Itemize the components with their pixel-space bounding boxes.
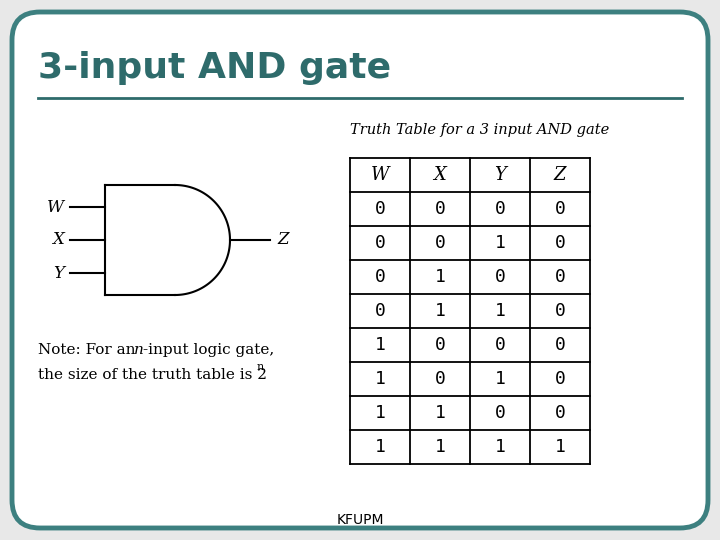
Text: -input logic gate,: -input logic gate,	[143, 343, 274, 357]
FancyBboxPatch shape	[12, 12, 708, 528]
Text: 0: 0	[495, 336, 505, 354]
Text: X: X	[433, 166, 446, 184]
Text: 1: 1	[495, 302, 505, 320]
Text: W: W	[371, 166, 390, 184]
Text: 1: 1	[435, 404, 446, 422]
Text: 0: 0	[435, 234, 446, 252]
Text: 0: 0	[435, 200, 446, 218]
Text: 3-input AND gate: 3-input AND gate	[38, 51, 391, 85]
Text: 1: 1	[435, 438, 446, 456]
Text: X: X	[52, 232, 64, 248]
Text: Z: Z	[277, 232, 289, 248]
Text: 0: 0	[554, 302, 565, 320]
Text: W: W	[47, 199, 64, 215]
Text: 0: 0	[554, 200, 565, 218]
Text: 1: 1	[435, 268, 446, 286]
Text: 1: 1	[374, 370, 385, 388]
Text: 1: 1	[374, 336, 385, 354]
Text: the size of the truth table is 2: the size of the truth table is 2	[38, 368, 267, 382]
Text: n: n	[257, 362, 264, 372]
Text: 0: 0	[554, 370, 565, 388]
Text: KFUPM: KFUPM	[336, 513, 384, 527]
Text: 1: 1	[435, 302, 446, 320]
Text: 1: 1	[554, 438, 565, 456]
Text: 0: 0	[554, 234, 565, 252]
Text: 1: 1	[374, 404, 385, 422]
Text: 0: 0	[435, 336, 446, 354]
Text: 0: 0	[495, 268, 505, 286]
Text: 1: 1	[495, 234, 505, 252]
Text: Y: Y	[494, 166, 506, 184]
Text: 0: 0	[495, 404, 505, 422]
Text: 0: 0	[554, 404, 565, 422]
Text: 0: 0	[374, 234, 385, 252]
Text: 1: 1	[495, 370, 505, 388]
Text: 0: 0	[554, 268, 565, 286]
Text: 0: 0	[374, 200, 385, 218]
Text: Y: Y	[53, 265, 64, 281]
Text: 0: 0	[495, 200, 505, 218]
Text: 1: 1	[495, 438, 505, 456]
Text: 0: 0	[554, 336, 565, 354]
Text: 0: 0	[374, 302, 385, 320]
Text: n: n	[134, 343, 144, 357]
Text: 0: 0	[374, 268, 385, 286]
Text: Z: Z	[554, 166, 566, 184]
Text: Truth Table for a 3 input AND gate: Truth Table for a 3 input AND gate	[351, 123, 610, 137]
Text: 0: 0	[435, 370, 446, 388]
Text: 1: 1	[374, 438, 385, 456]
Text: Note: For an: Note: For an	[38, 343, 140, 357]
